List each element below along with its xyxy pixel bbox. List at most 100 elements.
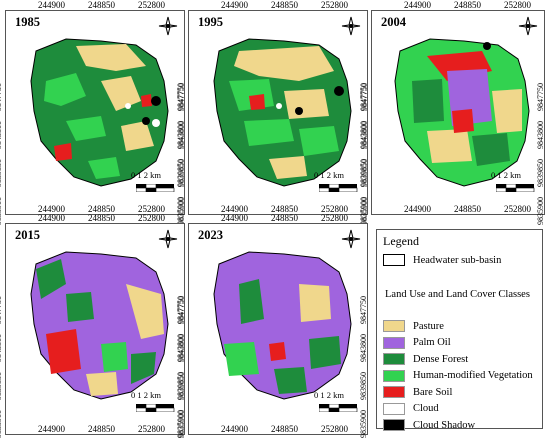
- x-tick-label: 252800: [138, 213, 165, 223]
- scale-label: 0 1 2 km: [491, 170, 521, 180]
- x-tick-label: 244900: [221, 204, 248, 214]
- map-panel-2004: 2004 244900 244900 248850 248850 252800 25280…: [360, 0, 545, 225]
- scale-bar: [496, 184, 535, 192]
- x-tick-label: 248850: [88, 213, 115, 223]
- north-arrow-icon: [158, 16, 178, 36]
- legend-class-label: Bare Soil: [413, 386, 453, 398]
- y-tick-label: 9843800: [359, 334, 368, 362]
- x-tick-label: 244900: [404, 204, 431, 214]
- y-tick-label: 9835900: [177, 410, 186, 438]
- legend-swatch: [383, 353, 405, 365]
- legend-class-label: Human-modified Vegetation: [413, 370, 533, 381]
- north-arrow-icon: [341, 229, 361, 249]
- legend-class-row: Bare Soil: [383, 384, 452, 400]
- basin-swatch: [383, 254, 405, 266]
- x-tick-label: 248850: [88, 424, 115, 434]
- legend-swatch: [383, 386, 405, 398]
- x-tick-label: 244900: [404, 0, 431, 10]
- north-arrow-icon: [158, 229, 178, 249]
- x-tick-label: 244900: [38, 424, 65, 434]
- legend-swatch: [383, 369, 405, 382]
- panel-year: 2023: [198, 228, 223, 242]
- x-tick-label: 248850: [271, 0, 298, 10]
- y-tick-label: 9839850: [536, 159, 545, 187]
- x-tick-label: 248850: [88, 204, 115, 214]
- y-tick-label: 9839850: [360, 159, 369, 187]
- scale-bar: [319, 404, 358, 412]
- x-tick-label: 248850: [88, 0, 115, 10]
- x-tick-label: 248850: [454, 204, 481, 214]
- scale-bar: [136, 404, 175, 412]
- x-tick-label: 252800: [321, 424, 348, 434]
- x-tick-label: 244900: [38, 204, 65, 214]
- legend-class-row: Palm Oil: [383, 335, 451, 351]
- y-tick-label: 9839850: [177, 159, 186, 187]
- legend-class-row: Cloud: [383, 401, 439, 417]
- y-tick-label: 9843800: [0, 334, 3, 362]
- x-tick-label: 244900: [38, 213, 65, 223]
- legend-class-row: Pasture: [383, 318, 444, 334]
- x-tick-label: 252800: [138, 424, 165, 434]
- legend-swatch: [383, 320, 405, 332]
- basin-label: Headwater sub-basin: [413, 254, 502, 266]
- legend-class-row: Cloud Shadow: [383, 417, 475, 433]
- y-tick-label: 9835900: [0, 410, 3, 438]
- panel-year: 1985: [15, 15, 40, 29]
- legend-basin-row: Headwater sub-basin: [383, 252, 501, 268]
- legend-class-row: Dense Forest: [383, 351, 468, 367]
- scale-label: 0 1 2 km: [131, 170, 161, 180]
- scale-label: 0 1 2 km: [314, 170, 344, 180]
- y-tick-label: 9843800: [536, 121, 545, 149]
- y-tick-label: 9839850: [359, 372, 368, 400]
- land-cover-map: [213, 251, 352, 400]
- legend-class-label: Cloud Shadow: [413, 419, 476, 431]
- scale-bar: [136, 184, 175, 192]
- y-tick-label: 9847750: [536, 83, 545, 111]
- panel-year: 2004: [381, 15, 406, 29]
- panel-year: 2015: [15, 228, 40, 242]
- y-tick-label: 9839850: [0, 372, 3, 400]
- y-tick-label: 9835900: [536, 197, 545, 225]
- x-tick-label: 252800: [138, 0, 165, 10]
- legend-swatch: [383, 402, 405, 415]
- y-tick-label: 9835900: [177, 197, 186, 225]
- y-tick-label: 9847750: [0, 83, 3, 111]
- panel-year: 1995: [198, 15, 223, 29]
- scale-bar: [319, 184, 358, 192]
- y-tick-label: 9835900: [360, 197, 369, 225]
- y-tick-label: 9839850: [177, 372, 186, 400]
- map-panel-2023: 2023 244900 244900 248850 248850 252800 25280…: [177, 213, 368, 438]
- x-tick-label: 244900: [221, 0, 248, 10]
- y-tick-label: 9847750: [359, 296, 368, 324]
- x-tick-label: 244900: [38, 0, 65, 10]
- x-tick-label: 252800: [504, 0, 531, 10]
- map-panel-1995: 1995 244900 244900 248850 248850 252800 25280…: [177, 0, 368, 225]
- x-tick-label: 252800: [321, 0, 348, 10]
- north-arrow-icon: [518, 16, 538, 36]
- y-tick-label: 9835900: [0, 197, 3, 225]
- map-panel-1985: 1985 244900 244900 248850 248850 252800 25280…: [0, 0, 185, 225]
- legend-title: Legend: [383, 234, 419, 248]
- x-tick-label: 248850: [454, 0, 481, 10]
- legend-swatch: [383, 419, 405, 431]
- land-cover-map: [30, 251, 169, 400]
- x-tick-label: 244900: [221, 424, 248, 434]
- legend-class-row: Human-modified Vegetation: [383, 368, 533, 384]
- y-tick-label: 9839850: [0, 159, 3, 187]
- y-tick-label: 9843800: [0, 121, 3, 149]
- scale-label: 0 1 2 km: [131, 390, 161, 400]
- y-tick-label: 9843800: [360, 121, 369, 149]
- x-tick-label: 252800: [504, 204, 531, 214]
- north-arrow-icon: [341, 16, 361, 36]
- scale-label: 0 1 2 km: [314, 390, 344, 400]
- legend-class-label: Cloud: [413, 403, 439, 414]
- x-tick-label: 252800: [138, 204, 165, 214]
- y-tick-label: 9835900: [359, 410, 368, 438]
- y-tick-label: 9847750: [177, 296, 186, 324]
- y-tick-label: 9843800: [177, 334, 186, 362]
- land-cover-map: [394, 38, 530, 187]
- y-tick-label: 9847750: [360, 83, 369, 111]
- y-tick-label: 9847750: [177, 83, 186, 111]
- legend-class-label: Pasture: [413, 320, 444, 332]
- legend-class-label: Dense Forest: [413, 353, 469, 365]
